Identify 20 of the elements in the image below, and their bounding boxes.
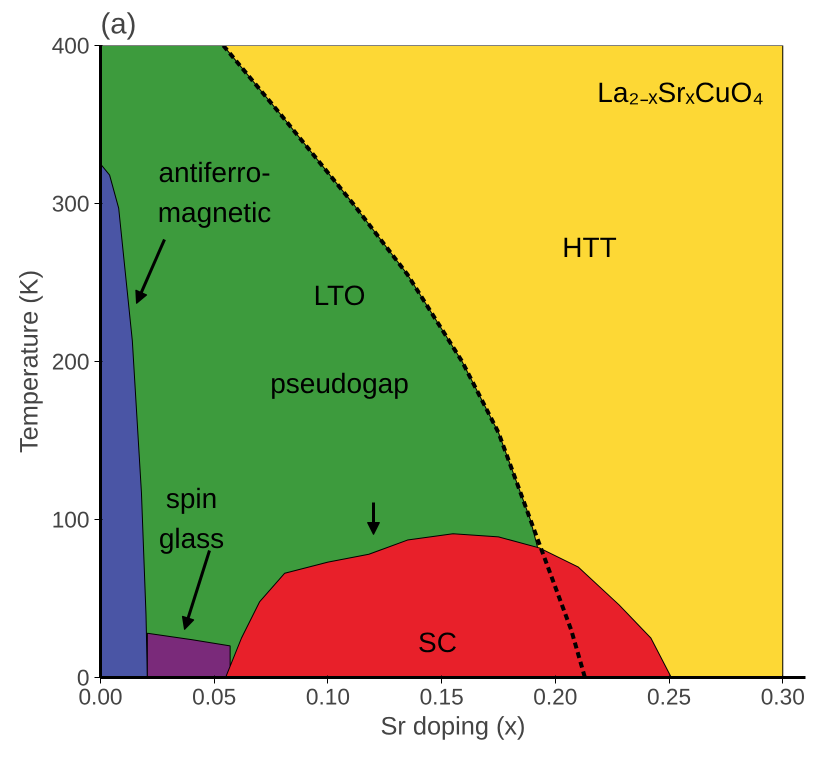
annotation: La₂₋ₓSrₓCuO₄	[597, 77, 764, 108]
y-tick-label: 200	[52, 348, 90, 374]
y-tick-label: 300	[52, 190, 90, 216]
y-axis-title: Temperature (K)	[16, 270, 44, 453]
x-tick-label: 0.30	[760, 684, 805, 710]
annotation: spin glass	[158, 482, 224, 554]
annotation: HTT	[562, 232, 617, 263]
x-tick-label: 0.20	[533, 684, 578, 710]
annotation: LTO	[314, 280, 366, 311]
x-tick-label: 0.10	[306, 684, 350, 710]
y-tick-label: 400	[52, 32, 90, 58]
annotation: pseudogap	[270, 368, 409, 399]
x-tick-label: 0.05	[192, 684, 236, 710]
x-axis-title: Sr doping (x)	[380, 712, 526, 740]
annotation: SC	[418, 627, 457, 658]
chart-title: (a)	[100, 8, 136, 40]
annotation: antiferro- magnetic	[158, 156, 272, 228]
x-tick-label: 0.25	[647, 684, 692, 710]
y-tick-label: 100	[52, 506, 90, 532]
x-tick-label: 0.15	[420, 684, 464, 710]
